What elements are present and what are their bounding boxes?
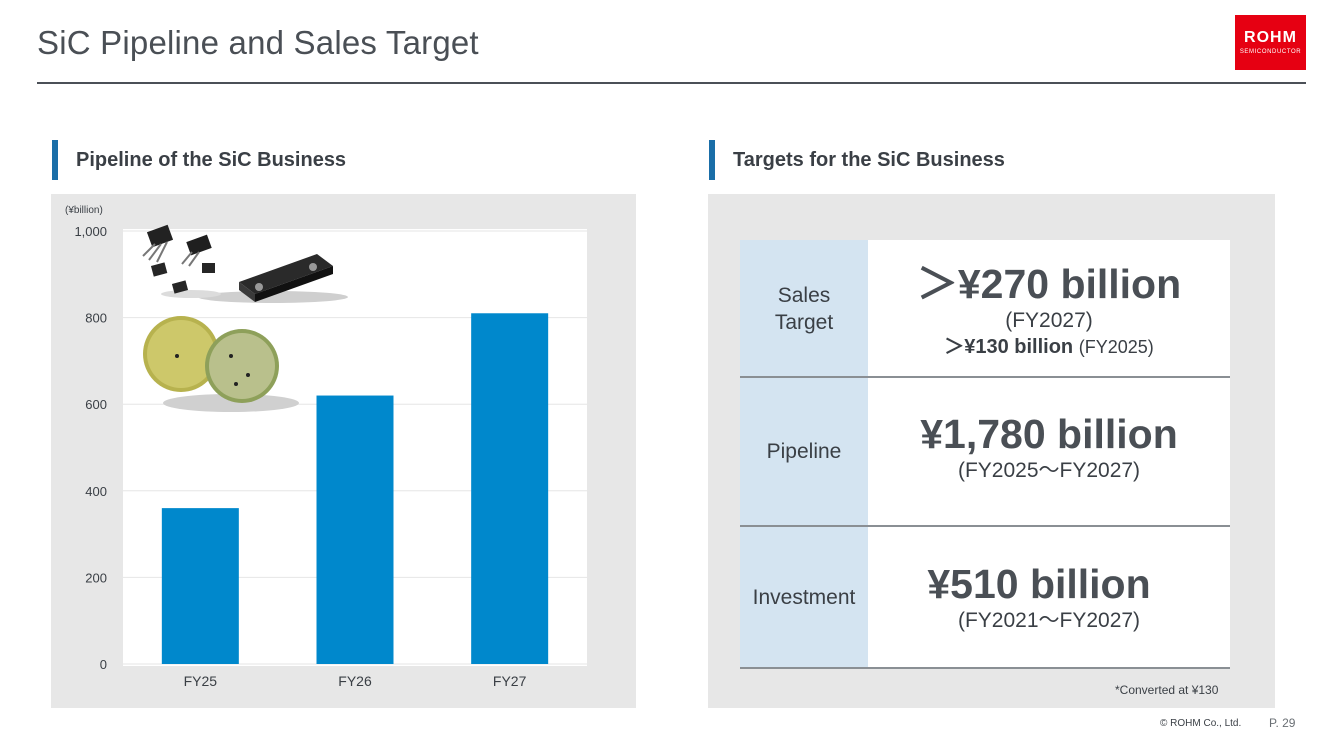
sales-target-fy25-value: ＞¥130 billion <box>944 335 1074 358</box>
y-tick-label: 0 <box>100 657 107 672</box>
sales-target-row: Sales Target ＞¥270 billion (FY2027) ＞¥13… <box>740 240 1230 377</box>
pipeline-label: Pipeline <box>740 377 868 526</box>
investment-value-cell: ¥510 billion (FY2021～FY2027) <box>868 526 1230 668</box>
y-tick-label: 200 <box>85 570 107 585</box>
sales-target-fy25-line: ＞¥130 billion (FY2025) <box>944 334 1154 361</box>
sales-target-value-cell: ＞¥270 billion (FY2027) ＞¥130 billion (FY… <box>868 240 1230 377</box>
sales-target-label: Sales Target <box>740 240 868 377</box>
page-number: P. 29 <box>1269 716 1296 730</box>
sales-target-label-text: Sales Target <box>774 283 834 334</box>
pipeline-period: (FY2025～FY2027) <box>957 459 1141 482</box>
copyright-text: © ROHM Co., Ltd. <box>1160 718 1242 729</box>
sales-target-value: ＞¥270 billion <box>916 260 1182 307</box>
heading-accent-bar <box>52 140 58 180</box>
row-divider <box>740 667 1230 669</box>
heading-accent-bar <box>709 140 715 180</box>
x-tick-label: FY25 <box>184 673 218 689</box>
y-tick-label: 1,000 <box>74 224 107 239</box>
conversion-note: *Converted at ¥130 <box>1115 683 1219 697</box>
sic-chip-and-module-icon <box>142 224 348 303</box>
row-divider <box>740 525 1230 527</box>
page-title: SiC Pipeline and Sales Target <box>37 24 479 61</box>
bar-fy27 <box>471 313 549 664</box>
y-unit-label: (¥billion) <box>65 205 103 216</box>
bar-fy25 <box>161 508 239 664</box>
investment-label: Investment <box>740 526 868 668</box>
bar-fy26 <box>316 395 394 664</box>
pipeline-value: ¥1,780 billion <box>920 411 1178 457</box>
pipeline-section-heading: Pipeline of the SiC Business <box>52 140 346 180</box>
targets-table: Sales Target ＞¥270 billion (FY2027) ＞¥13… <box>740 240 1230 668</box>
x-tick-label: FY27 <box>493 673 527 689</box>
y-tick-label: 800 <box>85 311 107 326</box>
sales-target-period: (FY2027) <box>1005 308 1093 332</box>
rohm-logo: ROHM SEMICONDUCTOR <box>1235 15 1306 70</box>
targets-section-heading: Targets for the SiC Business <box>709 140 1005 180</box>
sic-wafer-icon <box>143 316 299 412</box>
investment-period: (FY2021～FY2027) <box>957 608 1141 632</box>
title-divider <box>37 82 1306 84</box>
pipeline-heading-text: Pipeline of the SiC Business <box>76 148 347 171</box>
x-tick-label: FY26 <box>338 673 372 689</box>
pipeline-row: Pipeline ¥1,780 billion (FY2025～FY2027) <box>740 377 1230 526</box>
targets-heading-text: Targets for the SiC Business <box>733 148 1005 171</box>
row-divider <box>740 376 1230 378</box>
y-tick-label: 400 <box>85 484 107 499</box>
pipeline-bar-chart: 0 200 400 600 800 1,000 FY25 FY26 FY27 (¥billio… <box>65 205 587 689</box>
logo-text: ROHM <box>1244 28 1297 46</box>
logo-subtext: SEMICONDUCTOR <box>1239 48 1302 55</box>
pipeline-value-cell: ¥1,780 billion (FY2025～FY2027) <box>868 377 1230 526</box>
y-tick-label: 600 <box>85 397 107 412</box>
investment-row: Investment ¥510 billion (FY2021～FY2027) <box>740 526 1230 668</box>
investment-value: ¥510 billion <box>927 560 1151 607</box>
sales-target-fy25-period: (FY2025) <box>1078 336 1154 357</box>
